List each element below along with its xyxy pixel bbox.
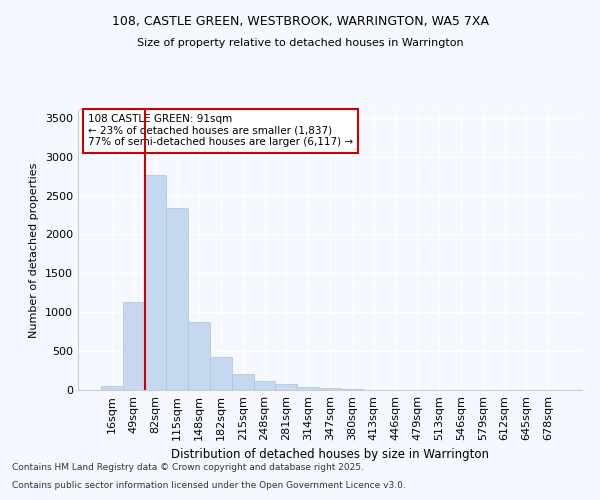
- Bar: [341, 389, 363, 390]
- Bar: [166, 208, 188, 390]
- Y-axis label: Number of detached properties: Number of detached properties: [29, 162, 40, 338]
- Text: Contains HM Land Registry data © Crown copyright and database right 2025.: Contains HM Land Registry data © Crown c…: [12, 464, 364, 472]
- Bar: [319, 388, 341, 390]
- X-axis label: Distribution of detached houses by size in Warrington: Distribution of detached houses by size …: [171, 448, 489, 462]
- Bar: [188, 322, 210, 390]
- Text: 108, CASTLE GREEN, WESTBROOK, WARRINGTON, WA5 7XA: 108, CASTLE GREEN, WESTBROOK, WARRINGTON…: [112, 15, 488, 28]
- Bar: [210, 356, 232, 390]
- Bar: [254, 382, 275, 390]
- Bar: [232, 374, 254, 390]
- Bar: [123, 302, 145, 390]
- Text: 108 CASTLE GREEN: 91sqm
← 23% of detached houses are smaller (1,837)
77% of semi: 108 CASTLE GREEN: 91sqm ← 23% of detache…: [88, 114, 353, 148]
- Bar: [101, 386, 123, 390]
- Text: Contains public sector information licensed under the Open Government Licence v3: Contains public sector information licen…: [12, 481, 406, 490]
- Text: Size of property relative to detached houses in Warrington: Size of property relative to detached ho…: [137, 38, 463, 48]
- Bar: [297, 387, 319, 390]
- Bar: [145, 176, 166, 390]
- Bar: [275, 384, 297, 390]
